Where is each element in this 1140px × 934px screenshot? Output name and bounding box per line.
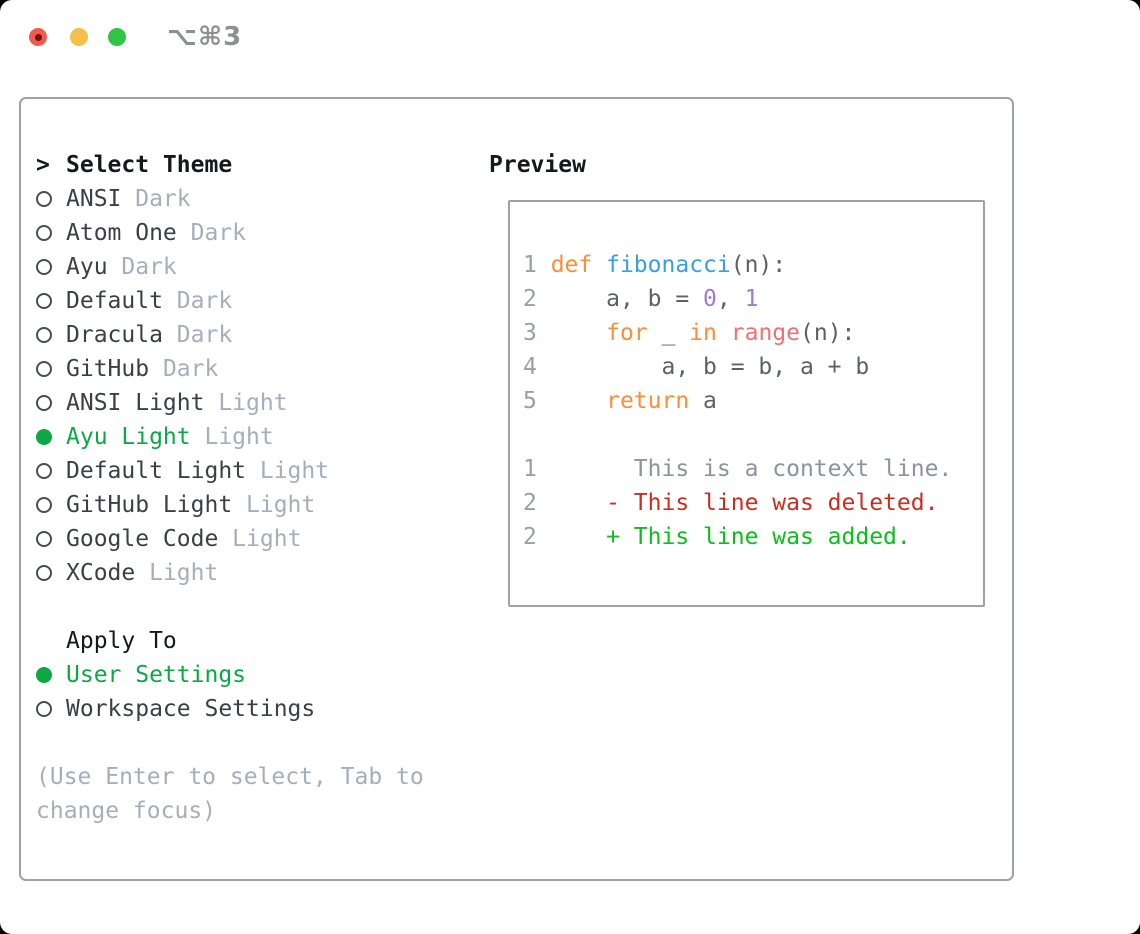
radio-icon (36, 522, 66, 556)
selected-radio-icon (36, 420, 66, 454)
minimize-button[interactable] (70, 28, 88, 46)
radio-icon (36, 556, 66, 590)
theme-option-ayu-light[interactable]: Ayu Light Light (36, 420, 466, 454)
theme-name: XCode (66, 560, 136, 586)
theme-list: ANSI Dark Atom One Dark Ayu Dark Default Da… (36, 182, 466, 590)
theme-option-google-code[interactable]: Google Code Light (36, 522, 466, 556)
code-line: 2 + This line was added. (523, 524, 911, 550)
radio-icon (36, 488, 66, 522)
picker-header: > Select Theme (36, 148, 466, 182)
radio-icon (36, 352, 66, 386)
selected-radio-icon (36, 658, 66, 692)
apply-option-label: User Settings (66, 662, 247, 688)
apply-to-options: User Settings Workspace Settings (36, 658, 466, 726)
theme-variant: Light (218, 526, 302, 552)
theme-option-default-light[interactable]: Default Light Light (36, 454, 466, 488)
keyboard-hint: (Use Enter to select, Tab to change focu… (36, 764, 424, 824)
theme-variant: Dark (121, 186, 191, 212)
zoom-button[interactable] (108, 28, 126, 46)
theme-option-default[interactable]: Default Dark (36, 284, 466, 318)
theme-name: Ayu Light (66, 424, 191, 450)
theme-option-ayu[interactable]: Ayu Dark (36, 250, 466, 284)
theme-name: Ayu (66, 254, 108, 280)
theme-name: Default (66, 288, 163, 314)
theme-option-ansi[interactable]: ANSI Dark (36, 182, 466, 216)
theme-name: GitHub (66, 356, 150, 382)
code-line: 1 This is a context line. (523, 456, 953, 482)
theme-variant: Dark (107, 254, 177, 280)
theme-name: ANSI Light (66, 390, 205, 416)
apply-option-label: Workspace Settings (66, 696, 316, 722)
window-shortcut-label: ⌥⌘3 (167, 22, 243, 52)
radio-icon (36, 454, 66, 488)
theme-variant: Dark (176, 220, 247, 246)
apply-to-header: Apply To (36, 624, 466, 658)
theme-option-github-light[interactable]: GitHub Light Light (36, 488, 466, 522)
preview-box: 1 def fibonacci(n): 2 a, b = 0, 1 3 for _ … (508, 200, 985, 607)
theme-name: Dracula (66, 322, 163, 348)
theme-name: GitHub Light (66, 492, 233, 518)
theme-variant: Light (232, 492, 316, 518)
code-line: 2 - This line was deleted. (523, 490, 939, 516)
picker-title: Select Theme (66, 152, 233, 178)
theme-variant: Dark (162, 288, 233, 314)
code-line: 1 def fibonacci(n): (523, 252, 787, 278)
apply-to-label: Apply To (66, 628, 177, 654)
theme-picker-column: > Select Theme ANSI Dark Atom One Dark Ayu… (36, 148, 466, 828)
theme-option-atom-one[interactable]: Atom One Dark (36, 216, 466, 250)
radio-icon (36, 386, 66, 420)
theme-name: Atom One (66, 220, 177, 246)
theme-picker-panel: > Select Theme ANSI Dark Atom One Dark Ayu… (19, 97, 1014, 881)
apply-option-workspace-settings[interactable]: Workspace Settings (36, 692, 466, 726)
theme-option-xcode[interactable]: XCode Light (36, 556, 466, 590)
apply-option-user-settings[interactable]: User Settings (36, 658, 466, 692)
code-line: 3 for _ in range(n): (523, 320, 856, 346)
radio-icon (36, 216, 66, 250)
radio-icon (36, 250, 66, 284)
theme-option-github[interactable]: GitHub Dark (36, 352, 466, 386)
blank-line (523, 418, 977, 452)
code-line: 5 return a (523, 388, 717, 414)
theme-name: Google Code (66, 526, 219, 552)
preview-code: 1 def fibonacci(n): 2 a, b = 0, 1 3 for _ … (523, 248, 977, 554)
theme-variant: Dark (149, 356, 219, 382)
theme-variant: Light (135, 560, 219, 586)
apply-to-section: Apply To User Settings Workspace Settings (36, 624, 466, 726)
preview-title: Preview (489, 152, 586, 178)
prompt-icon: > (36, 152, 50, 178)
theme-name: Default Light (66, 458, 247, 484)
radio-icon (36, 182, 66, 216)
theme-variant: Light (204, 390, 288, 416)
theme-variant: Light (246, 458, 330, 484)
theme-variant: Dark (162, 322, 233, 348)
theme-option-dracula[interactable]: Dracula Dark (36, 318, 466, 352)
radio-icon (36, 284, 66, 318)
radio-icon (36, 318, 66, 352)
theme-option-ansi-light[interactable]: ANSI Light Light (36, 386, 466, 420)
close-button[interactable] (29, 28, 47, 46)
theme-name: ANSI (66, 186, 122, 212)
code-line: 2 a, b = 0, 1 (523, 286, 759, 312)
theme-variant: Light (190, 424, 274, 450)
code-line: 4 a, b = b, a + b (523, 354, 870, 380)
radio-icon (36, 692, 66, 726)
